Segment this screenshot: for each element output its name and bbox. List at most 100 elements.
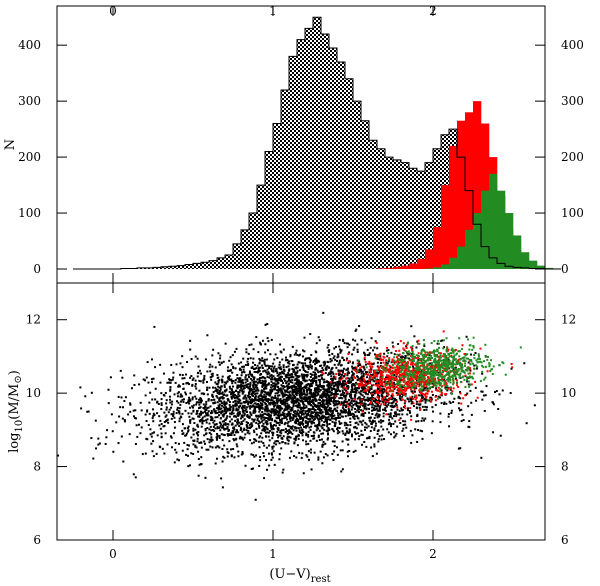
scatter-point (409, 385, 412, 388)
scatter-point (309, 390, 312, 393)
scatter-point (363, 379, 366, 382)
scatter-point (258, 404, 261, 407)
scatter-point (287, 379, 290, 382)
scatter-point (296, 406, 299, 409)
scatter-point (120, 396, 123, 399)
scatter-point (227, 429, 230, 432)
scatter-point (170, 363, 173, 366)
scatter-point (363, 358, 366, 361)
scatter-point (199, 380, 202, 383)
scatter-point (285, 358, 288, 361)
scatter-point (282, 468, 285, 471)
scatter-point (221, 460, 224, 463)
scatter-point (314, 415, 317, 418)
scatter-point (343, 421, 346, 424)
scatter-point (308, 387, 311, 390)
scatter-point (270, 374, 273, 377)
scatter-point (254, 395, 257, 398)
scatter-point (206, 393, 209, 396)
scatter-point (271, 402, 274, 405)
scatter-point (261, 436, 264, 439)
scatter-point (274, 384, 277, 387)
hist-series-2 (425, 173, 562, 270)
scatter-point (424, 405, 427, 408)
scatter-point (452, 368, 455, 371)
scatter-point (344, 396, 347, 399)
scatter-point (346, 423, 349, 426)
scatter-point (284, 431, 287, 434)
scatter-point (191, 405, 194, 408)
scatter-point (411, 395, 414, 398)
scatter-point (406, 364, 409, 367)
scatter-point (361, 386, 364, 389)
scatter-point (181, 433, 184, 436)
scatter-point (260, 417, 263, 420)
scatter-point (184, 373, 187, 376)
scatter-point (251, 424, 254, 427)
scatter-point (303, 396, 306, 399)
scatter-point (418, 381, 421, 384)
scatter-point (203, 407, 206, 410)
scatter-point (291, 376, 294, 379)
scatter-point (268, 365, 271, 368)
scatter-point (288, 368, 291, 371)
scatter-point (417, 339, 420, 342)
scatter-point (270, 396, 273, 399)
scatter-point (401, 386, 404, 389)
scatter-point (276, 378, 279, 381)
scatter-point (281, 413, 284, 416)
scatter-point (266, 375, 269, 378)
scatter-point (224, 423, 227, 426)
scatter-point (435, 369, 438, 372)
scatter-point (261, 357, 264, 360)
scatter-point (360, 390, 363, 393)
scatter-point (374, 424, 377, 427)
scatter-point (411, 434, 414, 437)
scatter-point (324, 395, 327, 398)
scatter-point (241, 451, 244, 454)
scatter-point (332, 415, 335, 418)
scatter-point (242, 438, 245, 441)
scatter-point (418, 390, 421, 393)
scatter-point (377, 368, 380, 371)
scatter-point (386, 405, 389, 408)
scatter-point (179, 395, 182, 398)
scatter-point (338, 362, 341, 365)
scatter-point (277, 382, 280, 385)
scatter-point (338, 401, 341, 404)
scatter-point (390, 398, 393, 401)
scatter-point (356, 409, 359, 412)
scatter-point (224, 422, 227, 425)
scatter-point (258, 410, 261, 413)
scatter-point (281, 437, 284, 440)
hist-bar (193, 263, 202, 270)
scatter-point (255, 414, 258, 417)
scatter-point (359, 397, 362, 400)
scatter-point (304, 426, 307, 429)
scatter-point (331, 379, 334, 382)
scatter-point (302, 417, 305, 420)
scatter-point (302, 472, 305, 475)
scatter-point (458, 407, 461, 410)
scatter-point (301, 366, 304, 369)
scatter-point (421, 430, 424, 433)
scatter-point (123, 420, 126, 423)
scatter-point (326, 365, 329, 368)
scatter-point (330, 417, 333, 420)
scatter-point (313, 431, 316, 434)
scatter-point (197, 430, 200, 433)
scatter-point (284, 408, 287, 411)
scatter-point (308, 385, 311, 388)
scatter-point (260, 432, 263, 435)
scatter-point (276, 371, 279, 374)
scatter-point (181, 366, 184, 369)
scatter-point (317, 371, 320, 374)
scatter-point (148, 412, 151, 415)
scatter-point (122, 460, 125, 463)
scatter-point (263, 444, 266, 447)
scatter-point (309, 439, 312, 442)
scatter-point (297, 354, 300, 357)
scatter-point (220, 402, 223, 405)
scatter-point (393, 371, 396, 374)
scatter-point (332, 430, 335, 433)
